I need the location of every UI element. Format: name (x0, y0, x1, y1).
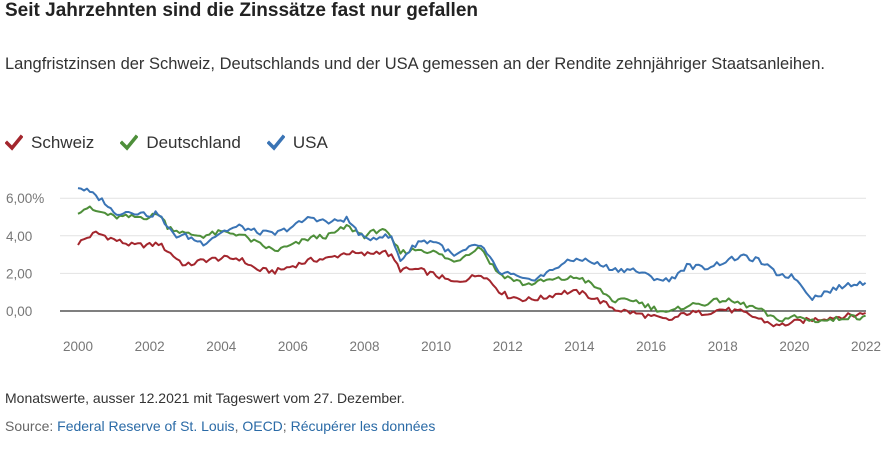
check-icon (5, 134, 23, 151)
x-tick-label: 2012 (493, 339, 523, 354)
series-line-deutschland (77, 205, 866, 324)
x-tick-label: 2010 (421, 339, 451, 354)
legend-item-usa[interactable]: USA (266, 133, 328, 153)
x-tick-label: 2004 (206, 339, 237, 354)
x-tick-label: 2022 (851, 339, 881, 354)
x-tick-label: 2020 (779, 339, 809, 354)
legend-label-usa: USA (292, 133, 328, 152)
source-prefix: Source: (5, 418, 54, 434)
series-line-schweiz (77, 230, 866, 328)
source-link-oecd[interactable]: OECD (242, 418, 283, 434)
source-link-fed[interactable]: Federal Reserve of St. Louis (57, 418, 235, 434)
y-tick-label: 0,00 (6, 304, 32, 319)
legend-item-deutschland[interactable]: Deutschland (120, 133, 241, 153)
legend-label-schweiz: Schweiz (31, 133, 95, 152)
x-tick-label: 2000 (63, 339, 93, 354)
check-icon (120, 134, 139, 151)
source-line: Source: Federal Reserve of St. Louis, OE… (5, 418, 435, 434)
x-axis-ticks: 2000 2002 2004 2006 2008 2010 2012 2014 2016 2018… (63, 339, 881, 354)
chart-title: Seit Jahrzehnten sind die Zinssätze fast… (5, 0, 478, 21)
y-tick-label: 4,00 (6, 229, 32, 244)
x-tick-label: 2018 (708, 339, 738, 354)
x-tick-label: 2016 (636, 339, 666, 354)
source-separator: , (234, 418, 239, 434)
y-tick-label: 2,00 (6, 266, 32, 281)
legend: Schweiz Deutschland USA (5, 133, 328, 153)
download-data-link[interactable]: Récupérer les données (290, 418, 436, 434)
x-tick-label: 2014 (564, 339, 595, 354)
y-tick-label: 6,00% (6, 191, 44, 206)
legend-label-deutschland: Deutschland (146, 133, 241, 152)
x-tick-label: 2006 (278, 339, 308, 354)
series-line-usa (77, 187, 867, 301)
check-icon (266, 134, 285, 151)
source-separator: ; (282, 418, 287, 434)
series-lines (77, 187, 867, 328)
chart-subtitle: Langfristzinsen der Schweiz, Deutschland… (5, 55, 825, 73)
x-tick-label: 2008 (350, 339, 380, 354)
y-axis-ticks: 0,00 2,00 4,00 6,00% (6, 191, 44, 319)
x-tick-label: 2002 (135, 339, 165, 354)
legend-item-schweiz[interactable]: Schweiz (5, 133, 94, 153)
footnote: Monatswerte, ausser 12.2021 mit Tageswer… (5, 390, 405, 406)
line-chart: 0,002,004,006,00% 2000 2002 2004 2006 2008 20… (6, 187, 881, 354)
